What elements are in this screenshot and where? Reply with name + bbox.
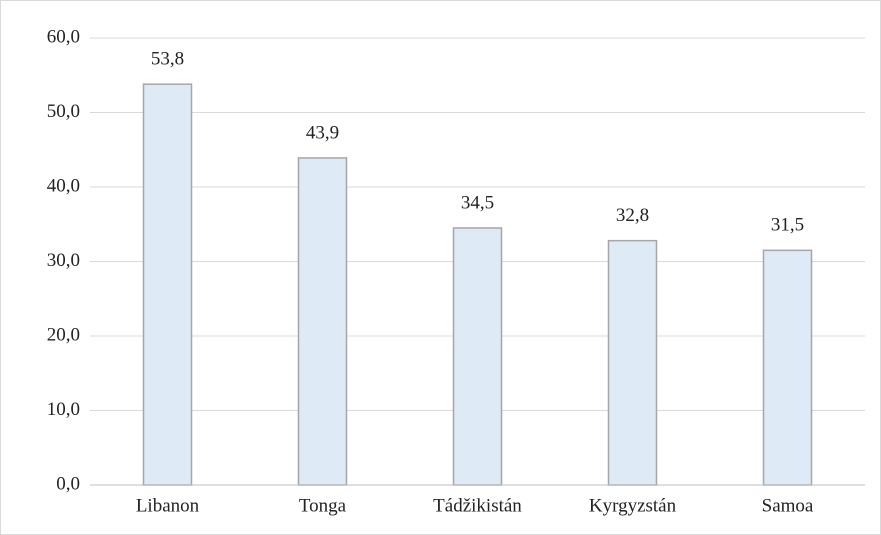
y-tick-label: 60,0 <box>47 26 80 47</box>
bar <box>297 157 348 486</box>
value-label: 31,5 <box>771 215 804 236</box>
value-label: 53,8 <box>151 49 184 70</box>
bar <box>762 249 813 486</box>
bar <box>452 227 503 486</box>
y-tick-label: 10,0 <box>47 399 80 420</box>
value-label: 34,5 <box>461 192 494 213</box>
bar <box>607 239 658 486</box>
value-label: 32,8 <box>616 205 649 226</box>
x-tick-label: Samoa <box>762 495 814 516</box>
y-tick-label: 50,0 <box>47 101 80 122</box>
y-tick-label: 0,0 <box>56 473 80 494</box>
y-tick-label: 20,0 <box>47 324 80 345</box>
x-tick-label: Libanon <box>136 495 200 516</box>
value-label: 43,9 <box>306 122 339 143</box>
x-tick-label: Kyrgyzstán <box>589 495 677 516</box>
x-tick-label: Tádžikistán <box>433 495 522 516</box>
bar <box>142 83 193 486</box>
y-tick-label: 40,0 <box>47 175 80 196</box>
y-tick-label: 30,0 <box>47 250 80 271</box>
x-tick-label: Tonga <box>299 495 347 516</box>
